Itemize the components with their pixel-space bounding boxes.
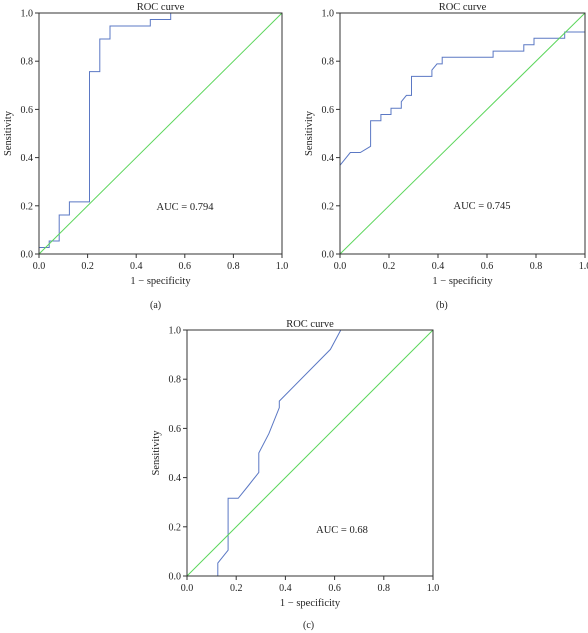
roc-chart-a-y-tick-label: 0.4	[21, 153, 34, 164]
roc-chart-b-x-tick-label: 0.8	[530, 261, 543, 272]
roc-chart-b-title: ROC curve	[439, 2, 487, 13]
roc-chart-c-y-tick-label: 0.6	[169, 424, 182, 435]
roc-chart-c-y-tick-label: 0.4	[169, 473, 182, 484]
roc-chart-a-x-tick-label: 0.4	[130, 261, 143, 272]
roc-chart-a-x-tick-label: 0.2	[81, 261, 94, 272]
roc-chart-c-y-axis-label: Sensitivity	[151, 430, 162, 476]
roc-chart-b-x-axis-label: 1 − specificity	[432, 276, 493, 287]
roc-chart-c-reference-line	[186, 329, 434, 577]
roc-chart-c-auc-annotation: AUC = 0.68	[316, 525, 368, 536]
roc-chart-c-y-tick-label: 1.0	[169, 326, 182, 337]
roc-chart-a: 0.0 0.2 0.4 0.6 0.8 1.0 0.0 0.2 0.4 0.6 0.8 1.0 ROC …	[0, 0, 290, 320]
roc-chart-b-roc-curve	[339, 31, 585, 166]
roc-chart-a-x-tick-label: 0.8	[227, 261, 240, 272]
roc-chart-c: 0.0 0.2 0.4 0.6 0.8 1.0 0.0 0.2 0.4 0.6 0.8 1.0 ROC …	[145, 316, 445, 616]
roc-chart-b-y-tick-label: 0.6	[322, 105, 335, 116]
roc-chart-b-y-tick-label: 0.2	[322, 201, 335, 212]
roc-chart-a-x-axis-label: 1 − specificity	[130, 276, 191, 287]
roc-chart-a-x-tick-label: 0.0	[33, 261, 46, 272]
roc-chart-b-x-tick-label: 0.0	[334, 261, 347, 272]
roc-chart-c-x-tick-label: 1.0	[427, 583, 440, 594]
roc-chart-c-y-tick-label: 0.0	[169, 572, 182, 583]
roc-chart-a-svg: 0.0 0.2 0.4 0.6 0.8 1.0 0.0 0.2 0.4 0.6 0.8 1.0 ROC …	[3, 2, 289, 287]
roc-chart-b-y-tick-label: 1.0	[322, 9, 335, 20]
roc-chart-a-y-axis-label: Sensitivity	[3, 110, 14, 156]
roc-chart-b-auc-annotation: AUC = 0.745	[454, 201, 511, 212]
roc-chart-a-y-tick-label: 0.0	[21, 250, 34, 261]
roc-chart-c-x-tick-label: 0.8	[378, 583, 391, 594]
roc-chart-b-y-tick-label: 0.8	[322, 57, 335, 68]
roc-chart-a-x-tick-label: 0.6	[179, 261, 192, 272]
roc-chart-a-reference-line	[38, 12, 283, 255]
roc-chart-c-plot-frame	[186, 329, 434, 577]
roc-chart-a-y-tick-label: 1.0	[21, 9, 34, 20]
roc-chart-b-y-tick-label: 0.0	[322, 250, 335, 261]
roc-chart-b-y-tick-label: 0.4	[322, 153, 335, 164]
roc-chart-a-title: ROC curve	[137, 2, 185, 13]
roc-chart-c-y-tick-label: 0.8	[169, 375, 182, 386]
roc-chart-c-x-tick-label: 0.6	[328, 583, 341, 594]
roc-chart-b-x-tick-label: 1.0	[579, 261, 588, 272]
roc-chart-c-x-tick-label: 0.0	[181, 583, 194, 594]
roc-chart-b-svg: 0.0 0.2 0.4 0.6 0.8 1.0 0.0 0.2 0.4 0.6 0.8 1.0 ROC …	[304, 2, 588, 287]
caption-a: (a)	[150, 300, 162, 311]
roc-chart-a-x-tick-label: 1.0	[276, 261, 289, 272]
roc-chart-b-y-axis-label: Sensitivity	[304, 110, 315, 156]
roc-chart-c-svg: 0.0 0.2 0.4 0.6 0.8 1.0 0.0 0.2 0.4 0.6 0.8 1.0 ROC …	[151, 319, 440, 609]
roc-chart-c-x-axis-label: 1 − specificity	[280, 598, 341, 609]
roc-chart-b-x-tick-label: 0.6	[481, 261, 494, 272]
caption-b: (b)	[436, 300, 448, 311]
roc-chart-a-y-tick-label: 0.2	[21, 201, 34, 212]
caption-c: (c)	[303, 620, 315, 631]
roc-chart-c-x-tick-label: 0.4	[279, 583, 292, 594]
roc-chart-a-plot-frame	[38, 12, 283, 255]
roc-chart-a-y-tick-label: 0.8	[21, 57, 34, 68]
roc-chart-a-roc-curve	[38, 12, 282, 254]
roc-chart-b-x-tick-label: 0.4	[432, 261, 445, 272]
roc-chart-b: 0.0 0.2 0.4 0.6 0.8 1.0 0.0 0.2 0.4 0.6 0.8 1.0 ROC …	[298, 0, 588, 320]
roc-chart-c-y-tick-label: 0.2	[169, 522, 182, 533]
roc-chart-a-auc-annotation: AUC = 0.794	[157, 202, 215, 213]
roc-chart-c-roc-curve	[217, 329, 342, 576]
roc-chart-b-plot-frame	[339, 12, 586, 255]
roc-chart-b-x-tick-label: 0.2	[383, 261, 396, 272]
roc-chart-a-y-tick-label: 0.6	[21, 105, 34, 116]
roc-chart-c-title: ROC curve	[286, 319, 334, 330]
roc-chart-c-x-tick-label: 0.2	[230, 583, 243, 594]
roc-chart-b-reference-line	[339, 12, 586, 255]
